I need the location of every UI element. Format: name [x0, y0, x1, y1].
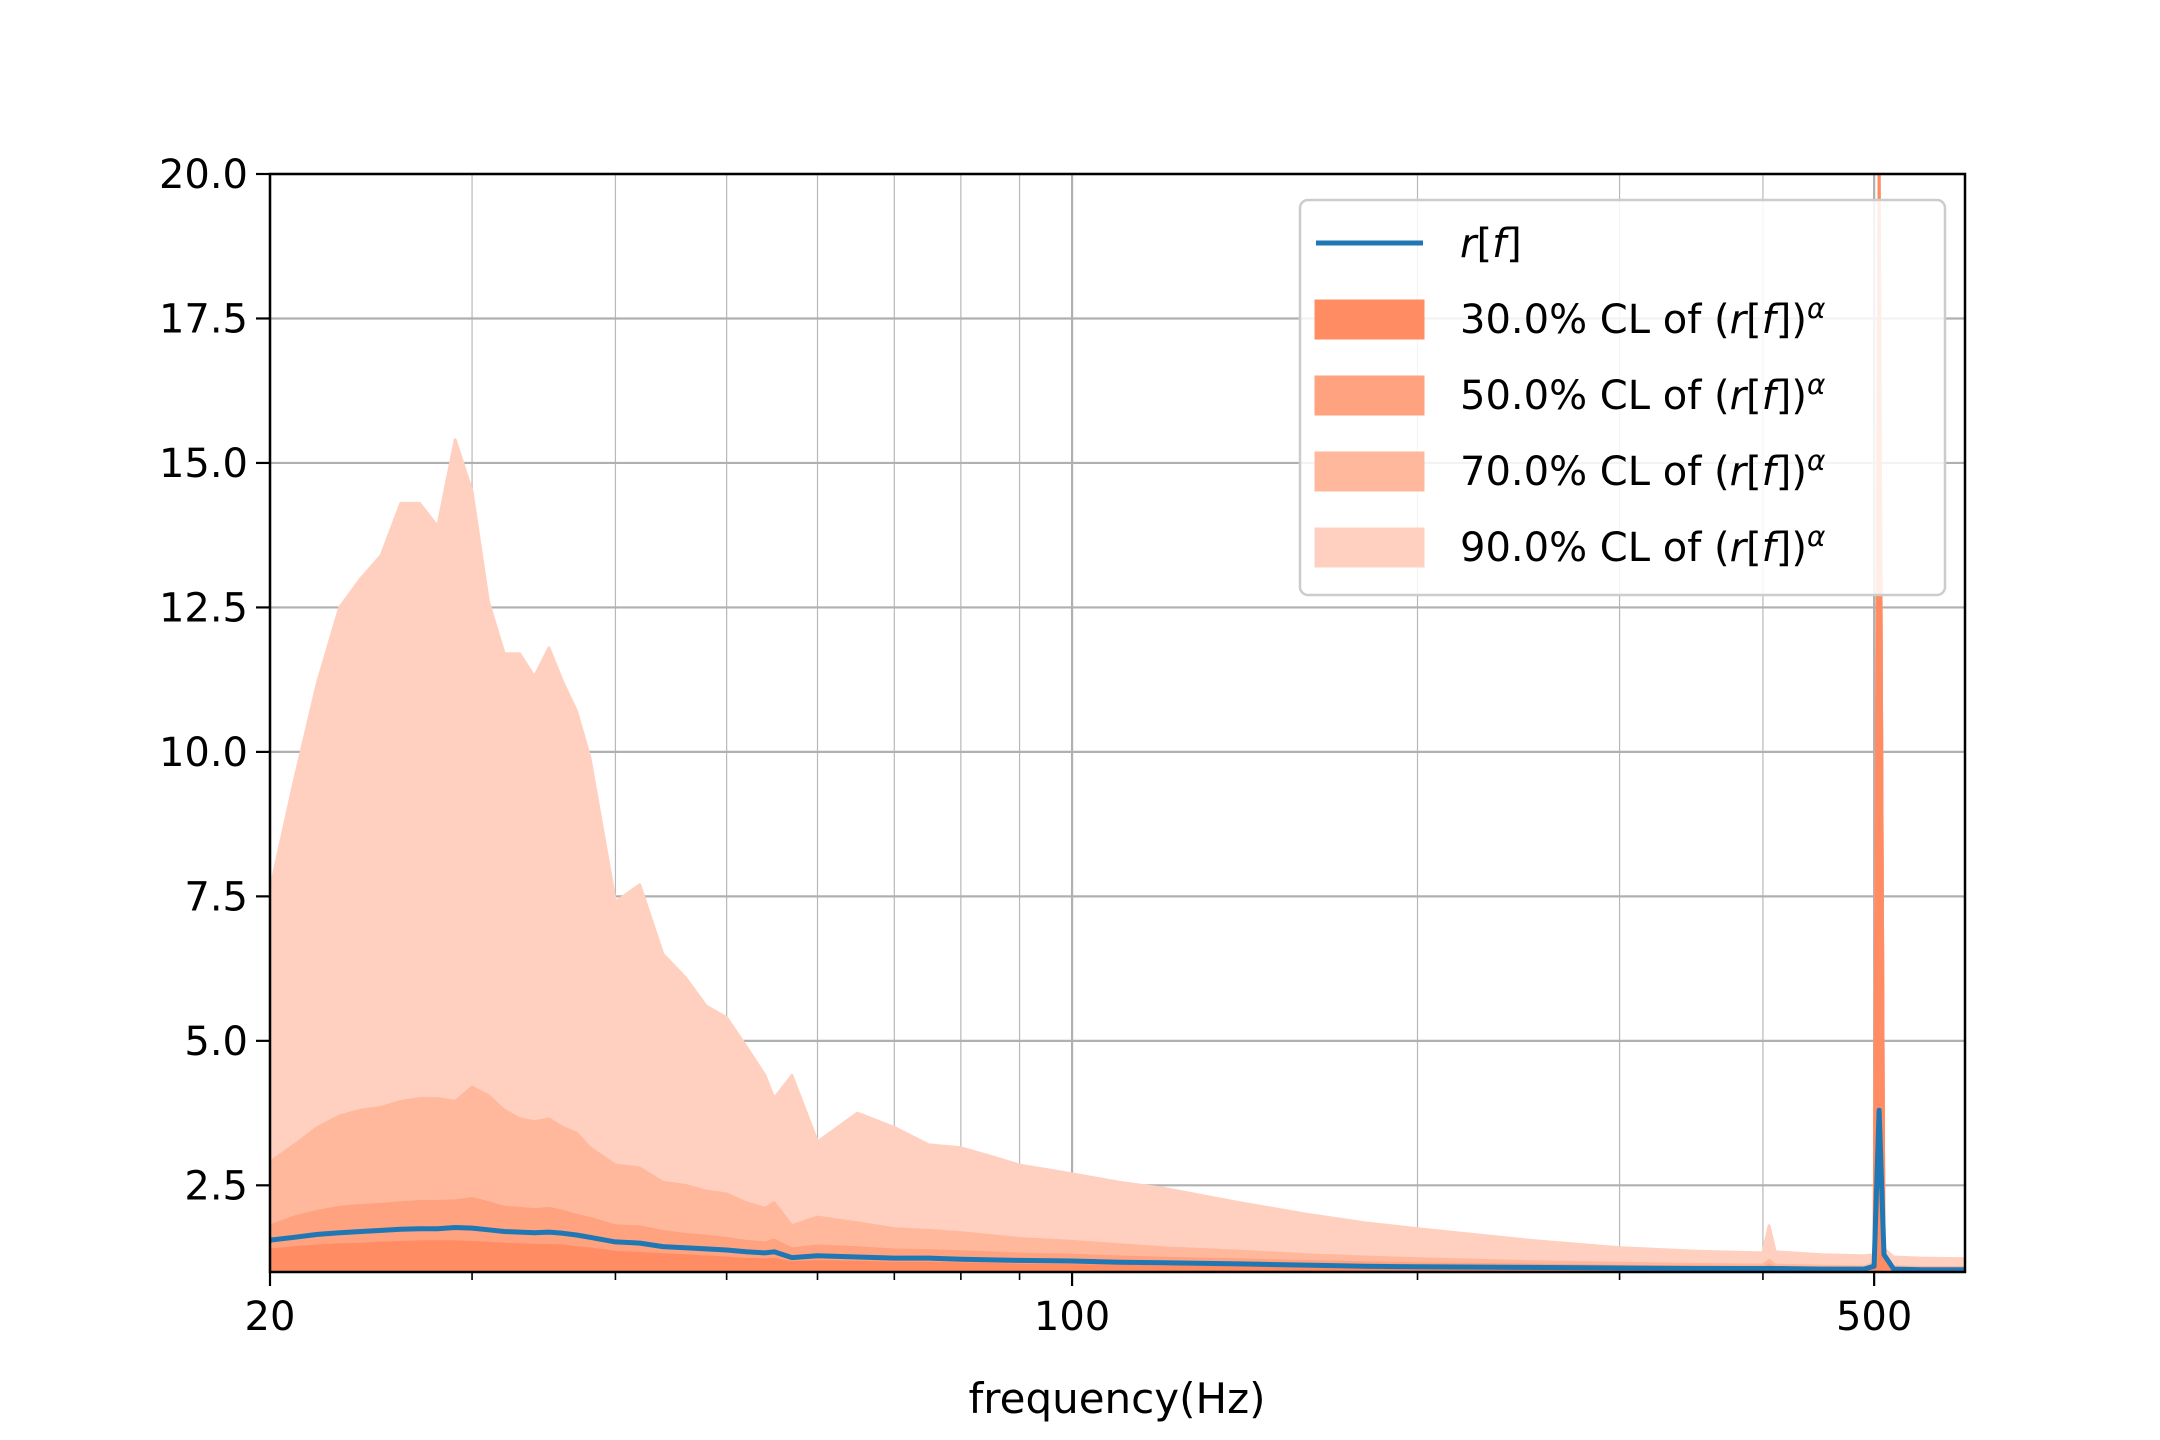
legend-label: 30.0% CL of (r[f])α: [1460, 292, 1826, 343]
y-tick-label: 5.0: [184, 1019, 248, 1065]
legend-swatch-cl30: [1314, 299, 1425, 340]
x-tick-label: 20: [245, 1294, 296, 1340]
x-tick-label: 100: [1034, 1294, 1110, 1340]
y-tick-label: 12.5: [159, 585, 248, 631]
y-tick-label: 17.5: [159, 296, 248, 342]
cl90-area: [270, 174, 1965, 1272]
r-f-line: [270, 1107, 1965, 1272]
x-tick-label: 500: [1836, 1294, 1912, 1340]
cl70-area: [270, 174, 1965, 1272]
legend-box: [1298, 198, 1947, 597]
legend-label: 50.0% CL of (r[f])α: [1460, 368, 1826, 419]
x-axis-label: frequency(Hz): [968, 1374, 1265, 1423]
legend-swatch-cl50: [1314, 375, 1425, 416]
legend: r[f] 30.0% CL of (r[f])α 50.0% CL of (r[f]…: [1298, 198, 1947, 597]
legend-swatch-cl70: [1314, 451, 1425, 492]
y-tick-label: 10.0: [159, 730, 248, 776]
legend-label: r[f]: [1460, 221, 1522, 267]
legend-label: 70.0% CL of (r[f])α: [1460, 444, 1826, 495]
y-tick-label: 15.0: [159, 441, 248, 487]
y-tick-label: 2.5: [184, 1163, 248, 1209]
legend-label: 90.0% CL of (r[f])α: [1460, 520, 1826, 571]
plot-frame: [268, 172, 1967, 1274]
legend-swatch-cl90: [1314, 527, 1425, 568]
axis-ticks: 20 100 500 2.5 5.0 7.5 10.0 12.5 15.0 17.5 20.0: [159, 152, 1912, 1340]
series-lines: [270, 1107, 1965, 1272]
y-tick-label: 7.5: [184, 874, 248, 920]
y-tick-label: 20.0: [159, 152, 248, 198]
